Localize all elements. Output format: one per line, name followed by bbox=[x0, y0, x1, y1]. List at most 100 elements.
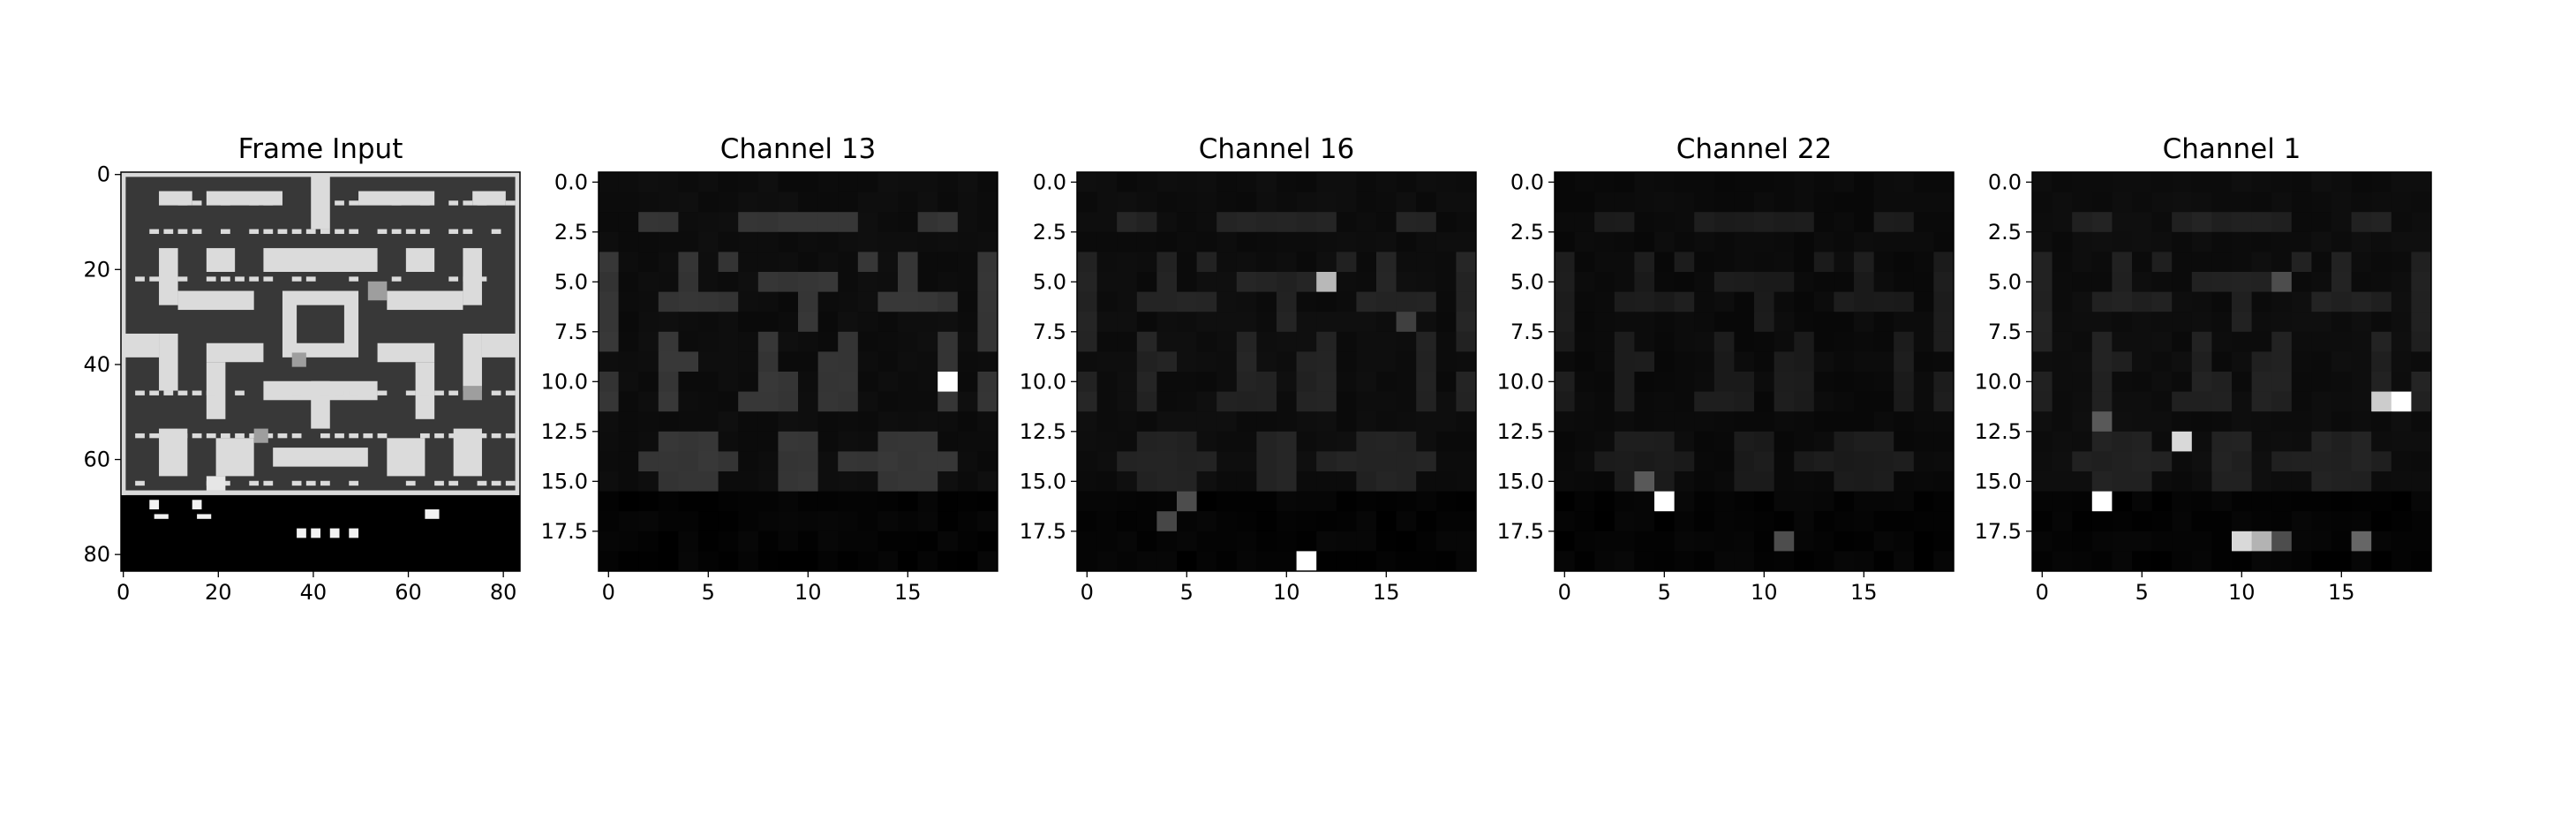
heatmap-cell bbox=[1774, 551, 1795, 572]
heatmap-cell bbox=[898, 411, 919, 433]
heatmap-cell bbox=[1077, 291, 1098, 312]
heatmap-cell bbox=[2072, 511, 2093, 532]
heatmap-cell bbox=[678, 252, 699, 273]
heatmap-cell bbox=[2351, 511, 2372, 532]
heatmap-cell bbox=[2331, 351, 2353, 373]
heatmap-cell bbox=[1933, 272, 1955, 293]
y-tick-label: 7.5 bbox=[1510, 320, 1544, 344]
heatmap-cell bbox=[2251, 531, 2272, 552]
heatmap-cell bbox=[2132, 451, 2153, 472]
heatmap-cell bbox=[838, 471, 859, 493]
heatmap-cell bbox=[917, 471, 938, 493]
heatmap-cell bbox=[1674, 531, 1695, 552]
heatmap-cell bbox=[658, 312, 679, 333]
heatmap-cell bbox=[618, 372, 639, 393]
heatmap-cell bbox=[2172, 231, 2193, 252]
heatmap-cell bbox=[1714, 531, 1735, 552]
heatmap-cell bbox=[2232, 491, 2253, 512]
pellet bbox=[448, 480, 459, 486]
heatmap-cell bbox=[2232, 471, 2253, 493]
heatmap-cell bbox=[1654, 451, 1676, 472]
heatmap-cell bbox=[1156, 212, 1178, 233]
pellet bbox=[135, 480, 145, 486]
heatmap-cell bbox=[1156, 351, 1178, 373]
heatmap-cell bbox=[1714, 372, 1735, 393]
x-tick-label: 80 bbox=[490, 580, 517, 605]
heatmap-cell bbox=[1754, 331, 1775, 352]
pellet bbox=[135, 276, 145, 282]
heatmap-cell bbox=[917, 172, 938, 193]
heatmap-cell bbox=[1416, 531, 1437, 552]
heatmap-cell bbox=[1834, 312, 1855, 333]
heatmap-cell bbox=[678, 172, 699, 193]
heatmap-cell bbox=[678, 372, 699, 393]
heatmap-cell bbox=[898, 331, 919, 352]
pellet bbox=[291, 433, 302, 439]
heatmap-cell bbox=[1933, 491, 1955, 512]
heatmap-cell bbox=[798, 331, 819, 352]
heatmap-cell bbox=[1873, 471, 1894, 493]
heatmap-cell bbox=[2331, 411, 2353, 433]
pellet bbox=[420, 390, 430, 395]
pellet bbox=[420, 433, 430, 439]
heatmap-cell bbox=[957, 192, 978, 213]
heatmap-cell bbox=[2112, 212, 2133, 233]
heatmap-cell bbox=[1356, 491, 1377, 512]
heatmap-cell bbox=[1296, 531, 1317, 552]
x-tick-label: 10 bbox=[1273, 580, 1300, 605]
heatmap-cell bbox=[2232, 331, 2253, 352]
heatmap-cell bbox=[1296, 491, 1317, 512]
heatmap-cell bbox=[1336, 531, 1357, 552]
heatmap-cell bbox=[1913, 471, 1934, 493]
heatmap-cell bbox=[638, 451, 659, 472]
heatmap-cell bbox=[2391, 231, 2412, 252]
heatmap-cell bbox=[877, 531, 899, 552]
heatmap-cell bbox=[778, 431, 799, 452]
heatmap-cell bbox=[1216, 172, 1238, 193]
heatmap-cell bbox=[1077, 331, 1098, 352]
heatmap-cell bbox=[778, 531, 799, 552]
heatmap-cell bbox=[1376, 351, 1397, 373]
heatmap-cell bbox=[1296, 451, 1317, 472]
pellet bbox=[221, 433, 230, 439]
heatmap-cell bbox=[2211, 192, 2233, 213]
heatmap-cell bbox=[817, 212, 839, 233]
heatmap-cell bbox=[2291, 372, 2312, 393]
heatmap-cell bbox=[1117, 531, 1138, 552]
heatmap-cell bbox=[2351, 291, 2372, 312]
heatmap-cell bbox=[2091, 192, 2113, 213]
y-tick-label: 80 bbox=[83, 542, 110, 567]
heatmap-cell bbox=[757, 491, 779, 512]
heatmap-cell bbox=[678, 291, 699, 312]
heatmap-cell bbox=[2311, 272, 2332, 293]
heatmap-cell bbox=[2112, 391, 2133, 412]
heatmap-cell bbox=[2371, 451, 2392, 472]
heatmap-cell bbox=[1296, 551, 1317, 572]
heatmap-cell bbox=[1714, 231, 1735, 252]
heatmap-cell bbox=[1096, 471, 1118, 493]
heatmap-cell bbox=[618, 391, 639, 412]
y-tick-label: 17.5 bbox=[541, 519, 588, 544]
maze-border bbox=[121, 490, 520, 495]
heatmap-cell bbox=[2411, 291, 2432, 312]
heatmap-cell bbox=[638, 172, 659, 193]
heatmap-cell bbox=[757, 172, 779, 193]
heatmap-cell bbox=[1854, 272, 1875, 293]
heatmap-cell bbox=[1416, 451, 1437, 472]
heatmap-cell bbox=[1774, 511, 1795, 532]
heatmap-cell bbox=[1196, 351, 1217, 373]
heatmap-cell bbox=[1913, 172, 1934, 193]
heatmap-cell bbox=[1574, 172, 1595, 193]
heatmap-cell bbox=[1336, 372, 1357, 393]
pellet bbox=[135, 390, 145, 395]
heatmap-cell bbox=[1117, 372, 1138, 393]
heatmap-cell bbox=[2411, 511, 2432, 532]
heatmap-cell bbox=[2351, 391, 2372, 412]
heatmap-cell bbox=[1594, 511, 1616, 532]
y-tick-label: 0 bbox=[97, 162, 110, 187]
heatmap-cell bbox=[977, 312, 998, 333]
heatmap-cell bbox=[778, 551, 799, 572]
heatmap-cell bbox=[957, 172, 978, 193]
hud-mark bbox=[311, 528, 320, 538]
heatmap-cell bbox=[678, 491, 699, 512]
